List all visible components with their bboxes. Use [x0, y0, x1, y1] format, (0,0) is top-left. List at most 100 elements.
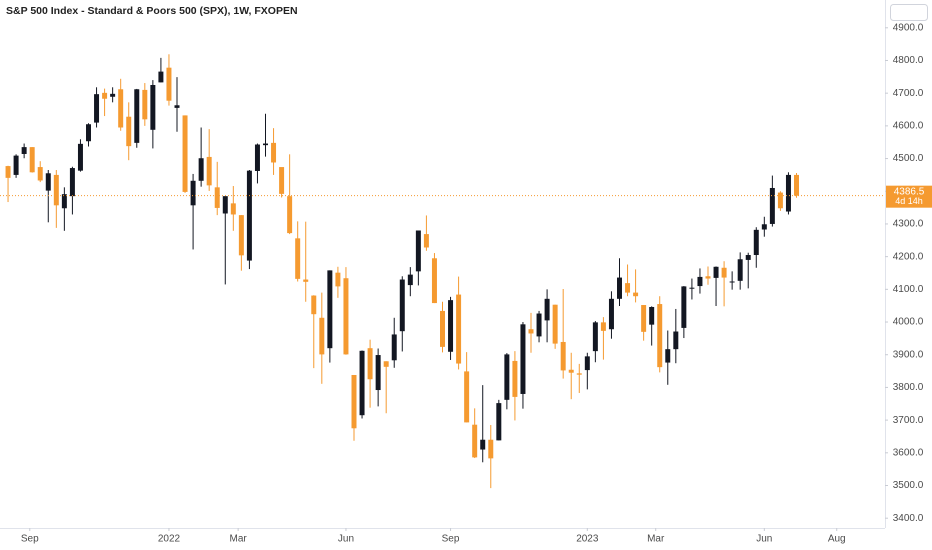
candle-body [737, 259, 743, 281]
candle-body [343, 278, 349, 355]
candle-body [673, 331, 679, 350]
candle-body [608, 298, 614, 330]
candle-body [279, 167, 285, 194]
candle-body [110, 93, 116, 97]
chart-title: S&P 500 Index - Standard & Poors 500 (SP… [6, 5, 298, 17]
candle-body [641, 305, 647, 332]
x-tick-label: Aug [828, 534, 846, 545]
candle-body [504, 354, 510, 400]
candle-body [705, 276, 711, 279]
candle-body [359, 350, 365, 416]
x-tick-label: 2023 [576, 534, 599, 545]
candle-body [198, 158, 204, 181]
candle-body [560, 341, 566, 371]
candle-body [61, 194, 67, 209]
y-tick-label: 4600.0 [893, 121, 924, 132]
candle-body [745, 255, 751, 260]
candle-body [69, 168, 75, 197]
candle-body [246, 170, 252, 261]
y-tick-label: 3600.0 [893, 447, 924, 458]
candle-body [21, 147, 27, 154]
y-tick-label: 3800.0 [893, 382, 924, 393]
candle-body [681, 286, 687, 328]
candle-body [150, 85, 156, 130]
candle-body [480, 439, 486, 450]
candle-body [431, 258, 437, 304]
candle-body [407, 274, 413, 286]
candle-body [544, 298, 550, 321]
last-price-box [886, 185, 932, 208]
candle-body [182, 115, 188, 192]
candle-body [440, 310, 445, 347]
candle-body [552, 304, 558, 344]
candle-body [335, 272, 341, 287]
candle-body [721, 267, 727, 278]
candle-body [77, 143, 83, 171]
candle-body [488, 439, 494, 459]
candle-body [496, 403, 502, 441]
candle-body [713, 266, 719, 278]
candle-body [464, 371, 470, 423]
candle-body [697, 276, 703, 287]
candle-body [214, 187, 220, 208]
candle-body [238, 215, 244, 256]
candle-body [230, 203, 236, 215]
candle-body [769, 187, 775, 224]
candle-body [617, 277, 622, 299]
candle-body [254, 144, 260, 171]
y-tick-label: 4000.0 [893, 317, 924, 328]
candle-body [222, 196, 228, 214]
candle-body [536, 313, 542, 337]
candle-body [351, 374, 357, 429]
candle-body [649, 306, 655, 325]
candle-body [625, 283, 631, 293]
candle-body [158, 71, 164, 83]
y-tick-label: 4800.0 [893, 55, 924, 66]
candle-body [456, 294, 462, 364]
y-tick-label: 4300.0 [893, 219, 924, 230]
candle-body [729, 281, 735, 283]
candle-body [327, 270, 333, 349]
y-tick-label: 3900.0 [893, 349, 924, 360]
candle-body [206, 156, 212, 186]
x-tick-label: Jun [756, 534, 772, 545]
candle-body [568, 369, 574, 373]
last-price-label: 4386.5 [894, 186, 925, 197]
y-tick-label: 4900.0 [893, 22, 924, 33]
candle-body [448, 300, 454, 352]
candle-body [794, 174, 799, 196]
scale-button[interactable] [890, 4, 928, 21]
candle-body [520, 324, 526, 394]
candle-body [5, 166, 11, 178]
candle-body [174, 105, 180, 108]
y-tick-label: 3700.0 [893, 415, 924, 426]
candle-body [29, 147, 35, 173]
candle-body [472, 424, 478, 458]
candle-body [592, 322, 598, 352]
candle-body [576, 373, 582, 375]
x-tick-label: Mar [230, 534, 248, 545]
candle-body [319, 317, 325, 355]
candle-body [761, 224, 767, 230]
candle-body [126, 116, 132, 147]
candle-body [13, 155, 19, 175]
candle-body [367, 348, 373, 380]
y-tick-label: 4100.0 [893, 284, 924, 295]
candle-body [118, 89, 124, 128]
candle-body [512, 360, 518, 397]
x-tick-label: 2022 [158, 534, 181, 545]
candle-body [134, 89, 140, 143]
candle-body [271, 142, 277, 163]
y-tick-label: 4500.0 [893, 153, 924, 164]
candle-body [777, 192, 783, 209]
x-tick-label: Sep [442, 534, 460, 545]
candle-body [94, 94, 100, 123]
candle-body [86, 124, 91, 142]
candle-body [53, 174, 59, 206]
candle-body [166, 67, 172, 101]
candle-body [584, 356, 590, 371]
y-tick-label: 4200.0 [893, 251, 924, 262]
candle-body [190, 180, 196, 206]
candle-body [399, 279, 405, 332]
